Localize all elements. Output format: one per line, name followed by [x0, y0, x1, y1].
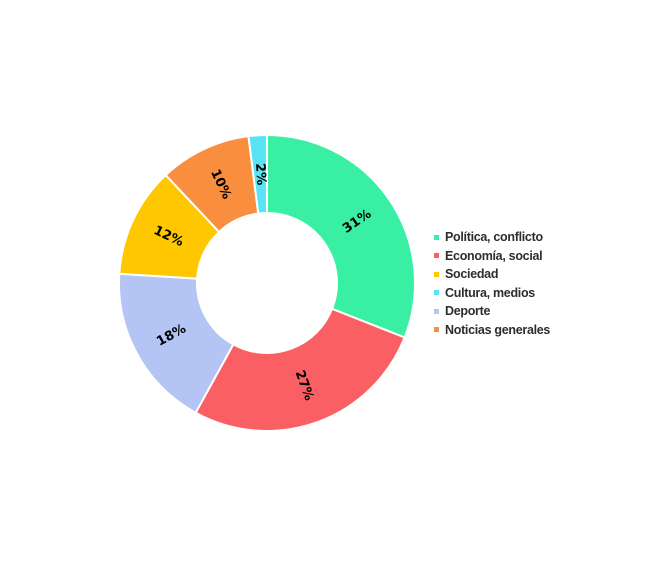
- pie-slices-group: [117, 134, 416, 432]
- legend-swatch-icon: [434, 308, 439, 314]
- legend-label: Noticias generales: [445, 322, 551, 337]
- legend-label: Deporte: [445, 304, 491, 319]
- legend-item-sociedad[interactable]: Sociedad: [434, 265, 550, 284]
- legend-label: Cultura, medios: [445, 285, 535, 300]
- legend-swatch-icon: [434, 290, 439, 296]
- legend-item-deporte[interactable]: Deporte: [434, 302, 550, 321]
- legend-item-politica-conflicto[interactable]: Política, conflicto: [434, 228, 550, 247]
- legend-swatch-icon: [434, 253, 439, 259]
- pie-slice-deporte[interactable]: [117, 272, 235, 414]
- pie-slice-economia-social[interactable]: [194, 307, 406, 432]
- legend: Política, conflicto Economía, social Socie…: [434, 228, 550, 339]
- pie-slice-cultura-medios[interactable]: [247, 134, 268, 215]
- legend-swatch-icon: [434, 271, 439, 277]
- legend-item-cultura-medios[interactable]: Cultura, medios: [434, 284, 550, 303]
- legend-swatch-icon: [434, 327, 439, 333]
- pie-slice-politica-conflicto[interactable]: [266, 134, 416, 339]
- legend-label: Sociedad: [445, 267, 499, 282]
- legend-item-noticias-generales[interactable]: Noticias generales: [434, 321, 550, 340]
- legend-item-economia-social[interactable]: Economía, social: [434, 247, 550, 266]
- legend-swatch-icon: [434, 234, 439, 240]
- legend-label: Política, conflicto: [445, 230, 543, 245]
- legend-label: Economía, social: [445, 248, 543, 263]
